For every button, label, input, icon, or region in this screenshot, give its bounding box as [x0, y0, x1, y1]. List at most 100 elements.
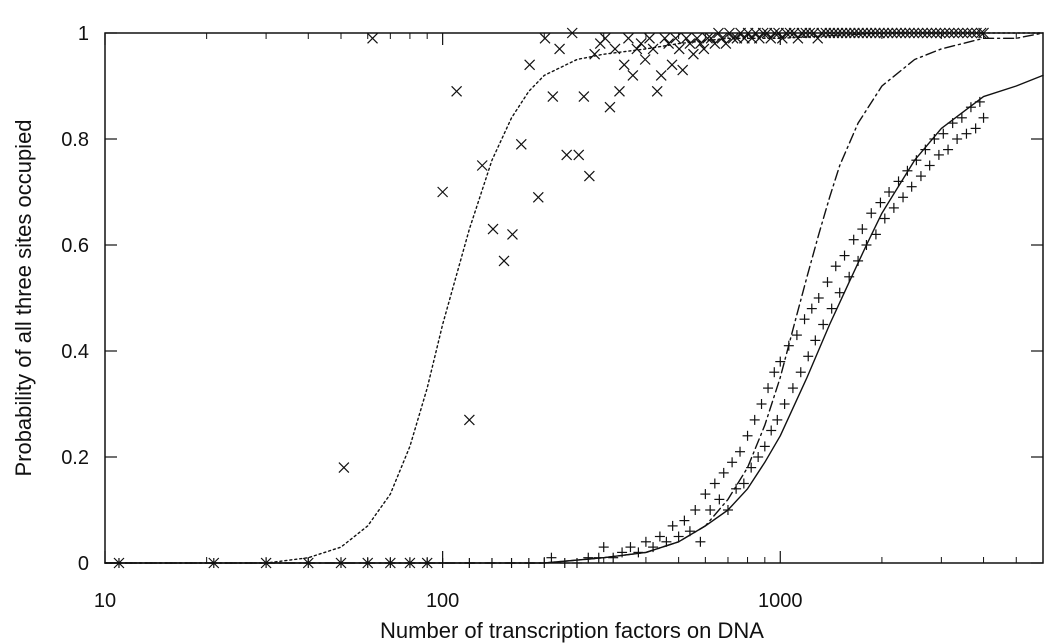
x-marker-stroke-b: [547, 91, 559, 103]
plus-marker-point: [813, 293, 824, 303]
x-marker-stroke-b: [524, 59, 536, 71]
x-marker-stroke-b: [713, 27, 724, 39]
plus-marker-point: [742, 430, 753, 441]
y-tick-label: 1: [78, 23, 89, 45]
x-marker-stroke-b: [943, 27, 955, 39]
plus-marker-point: [956, 112, 967, 123]
plus-marker-point: [884, 187, 895, 197]
x-marker-stroke-b: [578, 91, 590, 103]
plus-marker-point: [965, 102, 976, 113]
x-marker-point: [895, 27, 907, 39]
plus-marker-point: [559, 558, 570, 568]
x-marker-stroke-b: [848, 27, 860, 39]
x-marker-stroke-b: [761, 27, 773, 39]
x-marker-point: [930, 27, 942, 39]
x-marker-point: [338, 462, 350, 474]
plus-marker-point: [806, 303, 817, 314]
plus-marker-point: [335, 558, 346, 568]
x-marker-stroke-b: [861, 27, 873, 39]
plus-marker-point: [974, 96, 985, 107]
y-tick-label: 0.8: [61, 129, 89, 151]
x-marker-point: [908, 27, 920, 39]
plus-marker-point: [598, 542, 609, 553]
plus-marker-point: [898, 192, 909, 203]
plus-marker-point: [803, 351, 814, 362]
plus-marker-point: [667, 520, 678, 531]
x-marker-point: [820, 27, 832, 39]
x-marker-stroke-b: [627, 69, 639, 81]
x-marker-stroke-b: [939, 27, 951, 39]
x-marker-stroke-b: [561, 149, 573, 161]
x-marker-stroke-b: [476, 160, 488, 171]
plus-marker-point: [830, 261, 841, 272]
x-marker-stroke-b: [769, 27, 781, 39]
plus-marker-point: [700, 489, 711, 500]
x-marker-stroke-b: [716, 32, 728, 44]
x-marker-point: [812, 32, 824, 44]
x-marker-stroke-b: [639, 54, 651, 65]
x-marker-stroke-b: [853, 27, 865, 39]
plus-marker-point: [848, 234, 859, 245]
x-marker-point: [816, 27, 828, 39]
plus-marker-point: [546, 552, 557, 563]
plus-marker-point: [437, 558, 448, 568]
x-marker-stroke-b: [904, 27, 915, 39]
x-marker-stroke-b: [917, 27, 929, 39]
x-marker-stroke-b: [844, 27, 856, 39]
x-marker-stroke-b: [836, 27, 848, 39]
plus-marker-point: [866, 208, 877, 219]
plus-marker-point: [772, 414, 783, 425]
x-marker-stroke-b: [515, 138, 527, 150]
x-marker-point: [644, 32, 655, 44]
x-marker-point: [547, 91, 559, 103]
x-marker-point: [874, 27, 885, 39]
x-marker-point: [532, 191, 544, 203]
x-marker-stroke-b: [604, 101, 616, 113]
x-marker-point: [865, 27, 877, 39]
x-marker-stroke-b: [687, 48, 699, 60]
x-marker-stroke-b: [800, 27, 812, 39]
x-marker-point: [655, 69, 667, 81]
x-tick-label: 1000: [758, 590, 803, 612]
plus-marker-point: [727, 457, 738, 468]
x-marker-point: [878, 27, 890, 39]
x-marker-stroke-b: [878, 27, 890, 39]
x-marker-point: [659, 32, 671, 44]
plus-marker-point: [961, 128, 972, 139]
x-marker-stroke-b: [804, 27, 816, 39]
plus-marker-point: [608, 552, 619, 563]
x-marker-point: [724, 27, 735, 39]
x-marker-stroke-b: [899, 27, 911, 39]
plus-marker-point: [506, 558, 517, 568]
x-marker-stroke-b: [753, 32, 765, 44]
x-marker-stroke-b: [720, 38, 732, 50]
x-marker-point: [618, 59, 630, 71]
plus-marker-point: [746, 462, 757, 473]
plus-marker-point: [422, 558, 433, 568]
x-marker-stroke-b: [727, 32, 739, 44]
plus-marker-point: [775, 356, 786, 367]
x-marker-stroke-b: [609, 43, 621, 55]
plus-marker-point: [753, 452, 764, 462]
plus-marker-point: [915, 171, 926, 182]
x-marker-stroke-b: [702, 32, 713, 44]
plus-marker-point: [593, 552, 604, 563]
x-marker-point: [498, 255, 510, 267]
x-marker-point: [904, 27, 915, 39]
plus-marker-point: [875, 197, 886, 208]
plus-marker-point: [943, 144, 954, 155]
x-marker-stroke-b: [978, 27, 989, 39]
x-marker-stroke-b: [857, 27, 869, 39]
plus-marker-point: [799, 314, 810, 325]
plus-marker-point: [617, 547, 628, 558]
x-marker-stroke-b: [824, 27, 836, 39]
x-marker-stroke-b: [670, 32, 682, 44]
x-marker-point: [539, 32, 551, 44]
plus-marker-point: [661, 536, 672, 547]
plus-marker-point: [640, 536, 651, 547]
x-marker-stroke-b: [874, 27, 885, 39]
x-marker-stroke-b: [487, 223, 499, 235]
x-marker-point: [776, 32, 788, 44]
x-marker-point: [848, 27, 860, 39]
x-marker-point: [554, 43, 565, 55]
